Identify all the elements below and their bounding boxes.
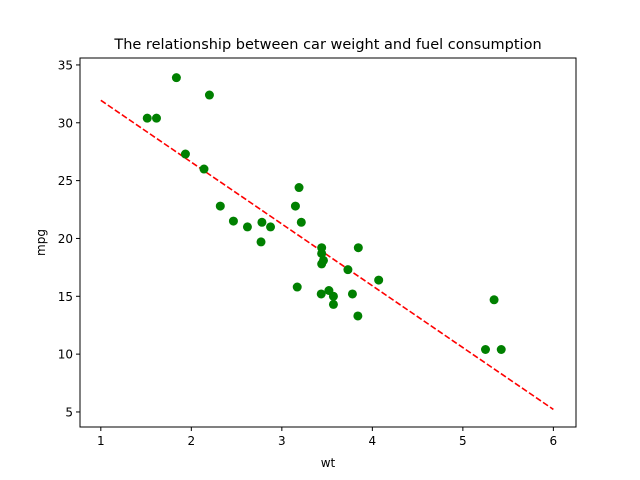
x-tick-label: 3 bbox=[278, 434, 286, 448]
y-tick-label: 15 bbox=[58, 290, 73, 304]
scatter-point bbox=[317, 259, 327, 269]
y-tick-label: 30 bbox=[58, 116, 73, 130]
x-tick-label: 1 bbox=[97, 434, 105, 448]
scatter-point bbox=[257, 217, 267, 227]
scatter-point bbox=[317, 243, 327, 253]
scatter-point bbox=[256, 237, 266, 247]
scatter-point bbox=[151, 113, 161, 123]
scatter-point bbox=[353, 243, 363, 253]
data-layer bbox=[100, 73, 554, 411]
scatter-point bbox=[489, 295, 499, 305]
scatter-point bbox=[290, 201, 300, 211]
scatter-point bbox=[266, 222, 276, 232]
chart-title: The relationship between car weight and … bbox=[113, 37, 541, 53]
scatter-point bbox=[142, 113, 152, 123]
scatter-point bbox=[328, 299, 338, 309]
scatter-point bbox=[242, 222, 252, 232]
x-tick-label: 4 bbox=[369, 434, 377, 448]
scatter-point bbox=[353, 311, 363, 321]
scatter-point bbox=[328, 291, 338, 301]
scatter-point bbox=[215, 201, 225, 211]
y-axis: 5 10 15 20 25 30 35 bbox=[58, 58, 80, 419]
scatter-point bbox=[199, 164, 209, 174]
scatter-point bbox=[496, 344, 506, 354]
y-axis-label: mpg bbox=[34, 229, 48, 256]
y-tick-label: 10 bbox=[58, 348, 73, 362]
axes-spines bbox=[79, 57, 577, 428]
scatter-point bbox=[316, 289, 326, 299]
scatter-point bbox=[180, 149, 190, 159]
fit-line bbox=[100, 99, 554, 411]
y-tick-label: 25 bbox=[58, 174, 73, 188]
x-tick-label: 5 bbox=[459, 434, 467, 448]
plot-frame bbox=[80, 58, 576, 427]
x-tick-label: 2 bbox=[188, 434, 196, 448]
y-tick-label: 35 bbox=[58, 58, 73, 72]
scatter-point bbox=[171, 73, 181, 83]
scatter-point bbox=[292, 282, 302, 292]
scatter-point bbox=[343, 265, 353, 275]
x-axis: 1 2 3 4 5 6 bbox=[97, 427, 557, 448]
scatter-point bbox=[294, 183, 304, 193]
x-tick-label: 6 bbox=[550, 434, 558, 448]
x-axis-label: wt bbox=[321, 456, 336, 470]
scatter-point bbox=[228, 216, 238, 226]
scatter-point bbox=[204, 90, 214, 100]
scatter-point bbox=[296, 217, 306, 227]
scatter-point bbox=[480, 344, 490, 354]
scatter-point bbox=[374, 275, 384, 285]
y-tick-label: 20 bbox=[58, 232, 73, 246]
y-tick-label: 5 bbox=[65, 405, 73, 419]
plot-area bbox=[79, 57, 577, 428]
scatter-point bbox=[347, 289, 357, 299]
